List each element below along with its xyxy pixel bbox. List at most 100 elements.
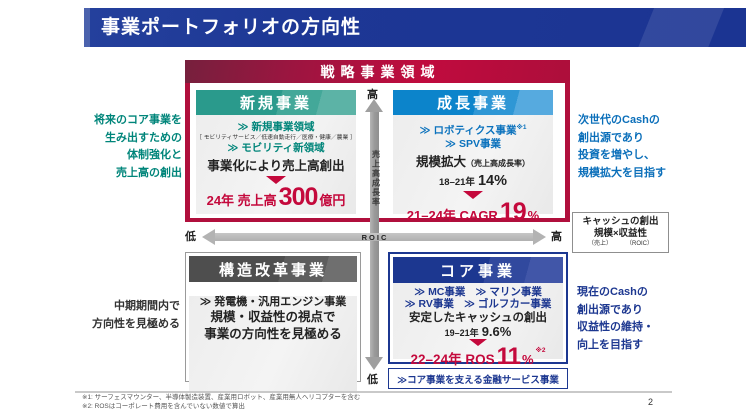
axis-left-arrowhead-icon <box>202 228 215 245</box>
note-line: 創出源であり <box>577 303 643 316</box>
note-line: 向上を目指す <box>577 338 643 351</box>
growth-business-body: ≫ ロボティクス事業※1 ≫ SPV事業 規模拡大（売上高成長率） 18–21年… <box>393 115 553 224</box>
target-unit: % <box>521 352 534 367</box>
header-diagonal-accent <box>633 8 729 47</box>
new-business-subitems: ［ モビリティサービス／低速自動走行／医療・健康／農業 ］ <box>196 135 356 141</box>
baseline-period: 18–21年 <box>439 176 475 188</box>
note-line: 方向性を見極める <box>92 317 180 330</box>
target-value: 19 <box>499 197 527 226</box>
note-line: 体制強化と <box>127 149 182 161</box>
header-left-accent <box>84 8 90 47</box>
page-number: 2 <box>648 397 654 407</box>
growth-business-title: 成長事業 <box>393 90 553 115</box>
new-business-emphasis: 事業化により売上高創出 <box>207 159 345 173</box>
footer-divider <box>75 391 672 393</box>
vertical-axis-high-label: 高 <box>367 89 378 101</box>
growth-business-item-2: ≫ SPV事業 <box>445 137 501 150</box>
horizontal-axis-high-label: 高 <box>551 231 562 243</box>
note-growth-business: 次世代のCashの 創出源であり 投資を増やし、 規模拡大を目指す <box>578 112 693 182</box>
target-value: 300 <box>278 183 319 211</box>
core-baseline: 19–21年 9.6% <box>393 324 563 339</box>
emphasis-label: 規模拡大 <box>415 154 466 169</box>
cash-legend-line-2: 規模×収益性 <box>593 228 648 239</box>
structural-reform-line-1: 規模・収益性の視点で <box>210 310 336 324</box>
red-down-arrow-icon <box>463 190 483 199</box>
core-business-item-2: ≫ マリン事業 <box>475 286 542 298</box>
new-business-item-2: ≫ モビリティ新領域 <box>227 142 325 154</box>
note-core-business: 現在のCashの 創出源であり 収益性の維持・ 向上を目指す <box>577 284 692 354</box>
core-business-title: コア事業 <box>393 257 563 283</box>
structural-reform-body: ≫ 発電機・汎用エンジン事業 規模・収益性の視点で 事業の方向性を見極める <box>189 296 357 392</box>
horizontal-axis-low-label: 低 <box>185 231 196 243</box>
emphasis-sub-label: （売上高成長率） <box>466 158 530 168</box>
page-title: 事業ポートフォリオの方向性 <box>101 17 362 38</box>
new-business-body: ≫ 新規事業領域 ［ モビリティサービス／低速自動走行／医療・健康／農業 ］ ≫… <box>196 115 356 214</box>
target-value: 11 <box>496 343 521 370</box>
core-business-item-3: ≫ RV事業 <box>404 298 454 310</box>
note-line: 生み出すための <box>105 131 182 144</box>
axis-right-arrowhead-icon <box>533 228 546 245</box>
quadrant-growth-business: 成長事業 ≫ ロボティクス事業※1 ≫ SPV事業 規模拡大（売上高成長率） 1… <box>393 90 553 224</box>
footnote-ref-1: ※1 <box>516 124 527 131</box>
core-business-items-row-2: ≫ RV事業 ≫ ゴルフカー事業 <box>393 298 563 310</box>
strategic-area-label: 戦略事業領域 <box>320 63 441 80</box>
note-line: 現在のCashの <box>577 286 648 298</box>
note-line: 将来のコア事業を <box>94 114 182 126</box>
note-line: 次世代のCashの <box>578 114 660 126</box>
core-business-target: 22–24年 ROS 11 % ※2 <box>393 343 563 370</box>
vertical-axis-low-label: 低 <box>367 374 378 386</box>
cash-legend-sub: （売上） （ROIC） <box>573 240 668 248</box>
core-business-item-4: ≫ ゴルフカー事業 <box>463 298 552 310</box>
core-business-emphasis: 安定したキャッシュの創出 <box>409 312 547 324</box>
red-down-arrow-icon <box>266 176 286 184</box>
note-line: 売上高の創出 <box>116 166 182 179</box>
item-label: ≫ ロボティクス事業 <box>419 124 517 137</box>
target-prefix: 24年 売上高 <box>206 193 277 208</box>
note-new-business: 将来のコア事業を 生み出すための 体制強化と 売上高の創出 <box>57 112 182 182</box>
horizontal-axis-line <box>215 233 533 241</box>
target-unit: % <box>527 207 540 223</box>
core-business-item-1: ≫ MC事業 <box>414 286 466 298</box>
strategic-area-banner: 戦略事業領域 <box>185 60 570 83</box>
vertical-axis-label: 売上高成長率 <box>371 150 381 207</box>
axis-up-arrowhead-icon <box>365 99 383 112</box>
finance-services-box: ≫コア事業を支える金融サービス事業 <box>388 368 568 389</box>
note-structural-reform: 中期期間内で 方向性を見極める <box>60 298 180 333</box>
growth-business-emphasis: 規模拡大（売上高成長率） <box>393 154 553 172</box>
target-unit: 億円 <box>319 193 346 208</box>
core-business-body: ≫ MC事業 ≫ マリン事業 ≫ RV事業 ≫ ゴルフカー事業 安定したキャッシ… <box>393 283 563 369</box>
quadrant-core-business: コア事業 ≫ MC事業 ≫ マリン事業 ≫ RV事業 ≫ ゴルフカー事業 安定し… <box>388 252 568 369</box>
footnotes: ※1: サーフェスマウンター、半導体製造装置、産業用ロボット、産業用無人ヘリコプ… <box>82 394 360 411</box>
note-line: 投資を増やし、 <box>578 149 655 161</box>
cash-legend-line-1: キャッシュの創出 <box>582 216 659 227</box>
structural-reform-item-1: ≫ 発電機・汎用エンジン事業 <box>199 296 347 308</box>
baseline-value: 14% <box>477 172 507 189</box>
structural-reform-title: 構造改革事業 <box>189 256 357 282</box>
quadrant-new-business: 新規事業 ≫ 新規事業領域 ［ モビリティサービス／低速自動走行／医療・健康／農… <box>196 90 356 214</box>
footnote-2: ※2: ROSはコーポレート費用を含んでいない数値で算出 <box>82 402 245 410</box>
horizontal-axis-label: ROIC <box>361 232 389 242</box>
cash-creation-legend: キャッシュの創出 規模×収益性 （売上） （ROIC） <box>572 212 669 253</box>
new-business-target: 24年 売上高 300 億円 <box>196 185 356 210</box>
baseline-value: 9.6% <box>481 324 512 339</box>
axis-down-arrowhead-icon <box>365 357 383 370</box>
baseline-period: 19–21年 <box>444 328 479 338</box>
red-down-arrow-icon <box>469 339 487 346</box>
core-business-items-row-1: ≫ MC事業 ≫ マリン事業 <box>393 286 563 298</box>
growth-business-target: 21–24年 CAGR 19 % <box>393 197 553 226</box>
cash-legend-sub-roic: （ROIC） <box>626 241 654 247</box>
slide-header: 事業ポートフォリオの方向性 <box>84 8 746 47</box>
new-business-item-1: ≫ 新規事業領域 <box>237 121 315 133</box>
growth-baseline: 18–21年 14% <box>393 173 553 189</box>
footnote-1: ※1: サーフェスマウンター、半導体製造装置、産業用ロボット、産業用無人ヘリコプ… <box>82 394 361 401</box>
quadrant-structural-reform: 構造改革事業 ≫ 発電機・汎用エンジン事業 規模・収益性の視点で 事業の方向性を… <box>185 252 361 392</box>
footnote-ref-2: ※2 <box>535 347 546 354</box>
new-business-title: 新規事業 <box>196 90 356 115</box>
note-line: 創出源であり <box>578 131 644 144</box>
note-line: 規模拡大を目指す <box>578 166 666 179</box>
note-line: 収益性の維持・ <box>577 321 654 333</box>
target-prefix: 22–24年 ROS <box>410 352 495 367</box>
finance-services-label: ≫コア事業を支える金融サービス事業 <box>397 374 559 386</box>
structural-reform-line-2: 事業の方向性を見極める <box>204 327 342 341</box>
